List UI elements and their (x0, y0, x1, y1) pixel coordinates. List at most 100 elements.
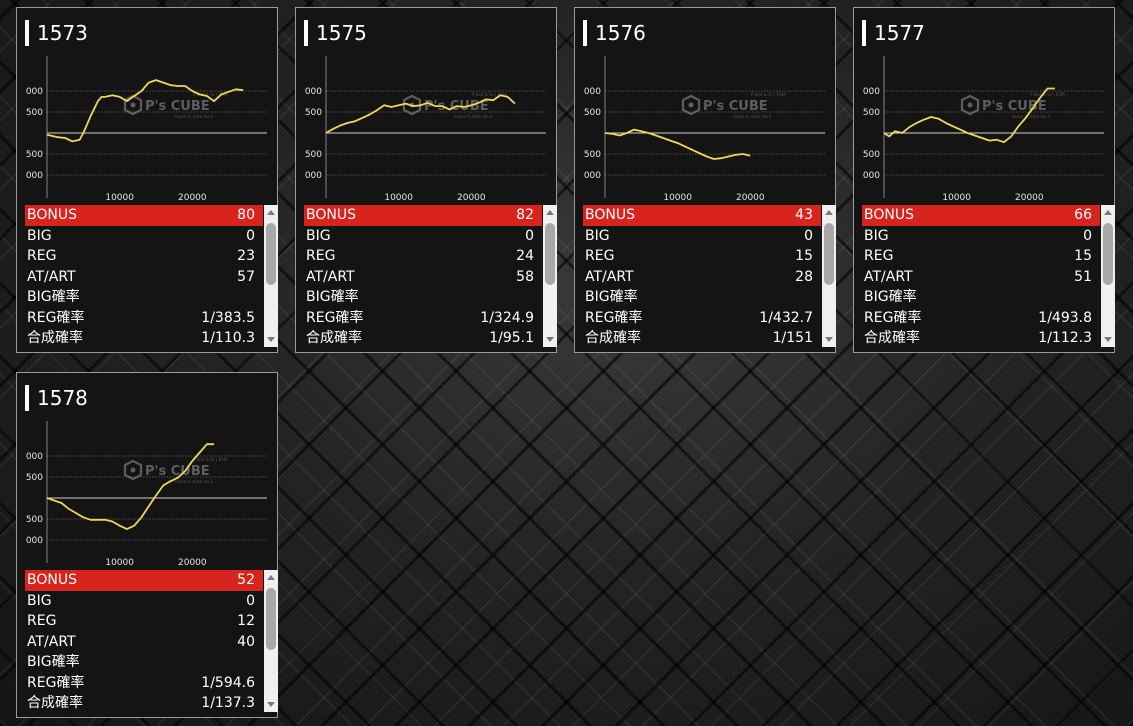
stat-row-reg: REG確率 1/324.9 (304, 308, 542, 329)
machine-card[interactable]: 1578 P's CUBE P-Slot & Sc | EVIA muka ni s… (16, 372, 278, 718)
scroll-down-arrow-icon[interactable] (825, 337, 833, 342)
stat-label: BONUS (864, 207, 914, 223)
stat-label: BIG確率 (864, 289, 917, 305)
stat-value: 40 (237, 633, 255, 650)
scroll-thumb[interactable] (545, 223, 555, 285)
x-tick-label: 20000 (1015, 193, 1044, 203)
y-tick-label: -2500 (862, 150, 880, 160)
stat-row-reg: REG確率 1/493.8 (862, 308, 1100, 329)
watermark-sub: muka ni shite mo ii (1012, 114, 1050, 119)
watermark-tagline: P-Slot & Sc | EVIA (472, 92, 507, 97)
stat-value: 1/110.3 (201, 330, 255, 346)
stat-row-atart: AT/ART 40 (25, 632, 263, 653)
scroll-up-arrow-icon[interactable] (267, 575, 275, 580)
stat-value: 23 (237, 248, 255, 264)
stat-row-: 合成確率 1/137.3 (25, 693, 263, 714)
machine-number: 1578 (25, 385, 88, 411)
stats-scrollbar[interactable] (264, 205, 278, 347)
stat-value: 0 (804, 227, 813, 244)
y-tick-label: -2500 (583, 150, 601, 160)
stat-value: 1/324.9 (480, 309, 534, 326)
stat-label: 合成確率 (27, 330, 83, 346)
stat-value: 0 (246, 592, 255, 609)
stat-row-atart: AT/ART 51 (862, 267, 1100, 288)
machine-number: 1573 (25, 20, 88, 46)
stat-value: 1/493.8 (1038, 309, 1092, 326)
stat-label: 合成確率 (585, 330, 641, 346)
stat-row-bonus: BONUS 43 (583, 205, 821, 226)
stat-row-bonus: BONUS 82 (304, 205, 542, 226)
machine-card[interactable]: 1576 P's CUBE P-Slot & Sc | EVIA muka ni s… (574, 7, 836, 353)
slump-graph: P's CUBE P-Slot & Sc | EVIA muka ni shite … (25, 52, 271, 204)
scroll-up-arrow-icon[interactable] (267, 210, 275, 215)
stat-row-big: BIG確率 (25, 652, 263, 673)
stat-row-bonus: BONUS 80 (25, 205, 263, 226)
watermark-logo: P's CUBE P-Slot & Sc | EVIA muka ni shite … (123, 92, 228, 119)
machine-card[interactable]: 1577 P's CUBE P-Slot & Sc | EVIA muka ni s… (853, 7, 1115, 353)
watermark-logo: P's CUBE P-Slot & Sc | EVIA muka ni shite … (681, 92, 786, 119)
scroll-thumb[interactable] (824, 223, 834, 285)
stat-row-big: BIG確率 (862, 287, 1100, 308)
scroll-up-arrow-icon[interactable] (546, 210, 554, 215)
stats-scrollbar[interactable] (264, 570, 278, 712)
stat-value: 57 (237, 268, 255, 285)
y-tick-label: -2500 (25, 515, 43, 525)
stat-row-reg: REG 15 (862, 246, 1100, 267)
watermark-logo: P's CUBE P-Slot & Sc | EVIA muka ni shite … (123, 457, 228, 484)
stat-value: 80 (237, 207, 255, 223)
stat-value: 1/383.5 (201, 309, 255, 326)
slump-line (604, 128, 751, 160)
stat-label: BIG確率 (306, 289, 359, 305)
slump-line (46, 443, 215, 530)
stats-scrollbar[interactable] (822, 205, 836, 347)
scroll-thumb[interactable] (266, 223, 276, 285)
watermark-brand: P's CUBE (145, 99, 210, 114)
stat-row-big: BIG 0 (862, 226, 1100, 247)
y-tick-label: 2500 (862, 108, 880, 118)
x-tick-label: 20000 (736, 193, 765, 203)
scroll-down-arrow-icon[interactable] (267, 337, 275, 342)
stats-scrollbar[interactable] (1101, 205, 1115, 347)
watermark-tagline: P-Slot & Sc | EVIA (751, 92, 786, 97)
stats-scrollbar[interactable] (543, 205, 557, 347)
scroll-down-arrow-icon[interactable] (267, 702, 275, 707)
scroll-down-arrow-icon[interactable] (1104, 337, 1112, 342)
stat-value: 58 (516, 268, 534, 285)
stat-value: 0 (246, 227, 255, 244)
machine-card[interactable]: 1575 P's CUBE P-Slot & Sc | EVIA muka ni s… (295, 7, 557, 353)
stat-label: BONUS (585, 207, 635, 223)
stat-label: REG確率 (585, 309, 643, 326)
machine-card[interactable]: 1573 P's CUBE P-Slot & Sc | EVIA muka ni s… (16, 7, 278, 353)
stat-label: BONUS (306, 207, 356, 223)
stat-row-reg: REG 15 (583, 246, 821, 267)
scroll-thumb[interactable] (266, 588, 276, 650)
scroll-thumb[interactable] (1103, 223, 1113, 285)
y-tick-label: -2500 (304, 150, 322, 160)
stat-value: 51 (1074, 268, 1092, 285)
y-tick-label: 2500 (304, 108, 322, 118)
scroll-up-arrow-icon[interactable] (825, 210, 833, 215)
stat-label: BIG確率 (585, 289, 638, 305)
machine-number: 1576 (583, 20, 646, 46)
stat-row-big: BIG 0 (583, 226, 821, 247)
machine-number: 1577 (862, 20, 925, 46)
watermark-sub: muka ni shite mo ii (454, 114, 492, 119)
scroll-up-arrow-icon[interactable] (1104, 210, 1112, 215)
stat-value: 24 (516, 248, 534, 264)
stat-row-big: BIG確率 (25, 287, 263, 308)
stat-value: 1/112.3 (1038, 330, 1092, 346)
stat-row-atart: AT/ART 58 (304, 267, 542, 288)
watermark-sub: muka ni shite mo ii (175, 114, 213, 119)
slump-graph: P's CUBE P-Slot & Sc | EVIA muka ni shite … (583, 52, 829, 204)
stat-value: 43 (795, 207, 813, 223)
scroll-down-arrow-icon[interactable] (546, 337, 554, 342)
stat-label: AT/ART (27, 633, 76, 650)
stat-row-bonus: BONUS 66 (862, 205, 1100, 226)
